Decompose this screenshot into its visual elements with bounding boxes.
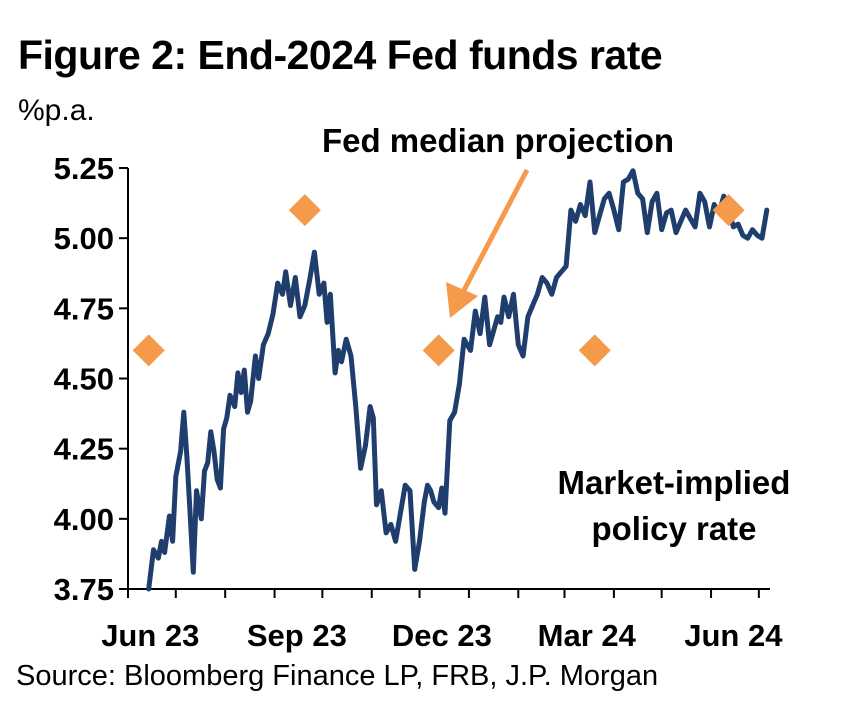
series-line-market-implied (146, 168, 770, 592)
fed-projection-point (712, 194, 745, 227)
fed-projection-point (288, 194, 321, 227)
y-tick-label: 4.50 (54, 362, 114, 397)
fed-projection-point (578, 334, 611, 367)
market-implied-line-group (146, 168, 770, 592)
annotation-market-implied-line2: policy rate (591, 510, 756, 547)
y-tick-label: 4.25 (54, 432, 114, 467)
annotations: Fed median projection Market-implied pol… (322, 122, 790, 547)
y-tick-label: 5.00 (54, 221, 114, 256)
source-note: Source: Bloomberg Finance LP, FRB, J.P. … (16, 660, 659, 692)
y-tick-label: 4.00 (54, 502, 114, 537)
unit-label: %p.a. (18, 94, 95, 127)
x-tick-label: Jun 23 (101, 618, 199, 653)
y-tick-label: 5.25 (54, 151, 114, 186)
x-tick-label: Mar 24 (538, 618, 637, 653)
x-tick-label: Jun 24 (684, 618, 783, 653)
annotation-arrow-shaft (458, 168, 530, 298)
y-tick-label: 4.75 (54, 291, 114, 326)
annotation-market-implied-line1: Market-implied (558, 464, 791, 501)
y-tick-label: 3.75 (54, 572, 114, 607)
axes: 5.25 5.00 4.75 4.50 4.25 4.00 3.75 Jun 23 Sep 23… (54, 151, 784, 653)
chart-title: Figure 2: End-2024 Fed funds rate (18, 32, 663, 78)
x-tick-label: Dec 23 (392, 618, 492, 653)
annotation-fed-projection: Fed median projection (322, 122, 674, 159)
annotation-arrow-head (446, 282, 478, 318)
fed-projection-point (132, 334, 165, 367)
fed-projection-markers (132, 194, 745, 367)
x-tick-label: Sep 23 (247, 618, 347, 653)
fed-projection-point (422, 334, 455, 367)
